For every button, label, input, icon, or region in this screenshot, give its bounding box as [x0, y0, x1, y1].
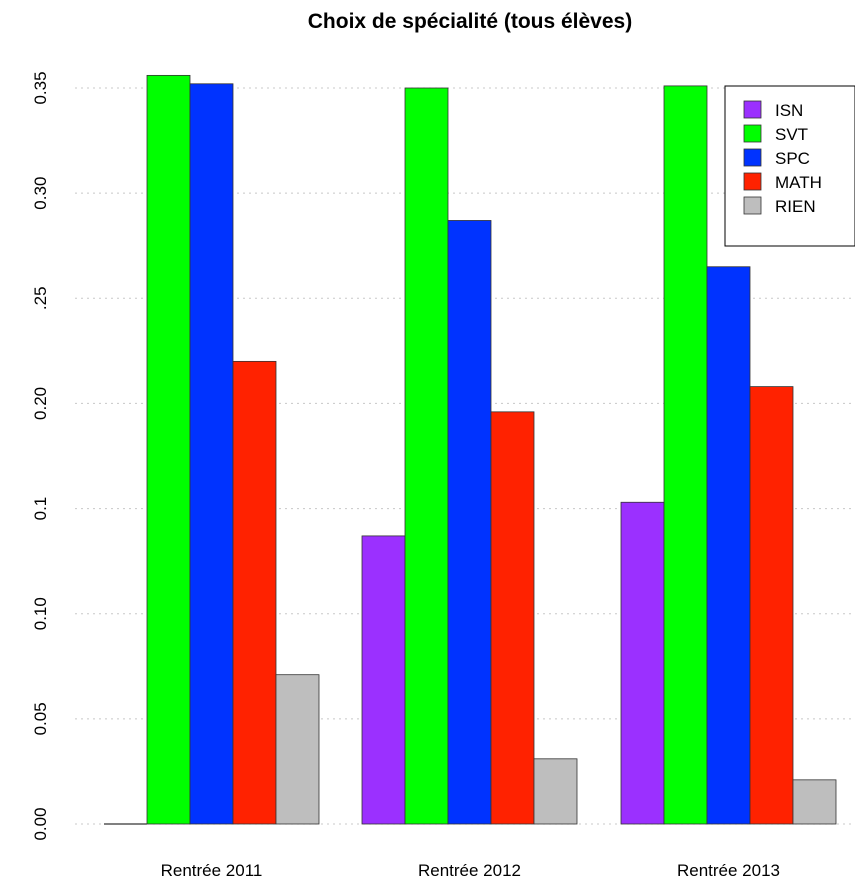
legend-swatch-isn: [743, 100, 762, 119]
bars: [104, 74, 837, 825]
x-category-label: Rentrée 2012: [418, 861, 521, 880]
y-tick-label: 0.1: [31, 497, 50, 521]
bar-spc: [447, 220, 492, 825]
bar-math: [749, 386, 794, 825]
legend-swatch-svt: [743, 124, 762, 143]
y-tick-label: 0.35: [31, 71, 50, 104]
chart-title: Choix de spécialité (tous élèves): [308, 10, 632, 33]
bar-math: [490, 411, 535, 825]
bar-rien: [792, 779, 837, 825]
x-category-label: Rentrée 2011: [161, 861, 263, 880]
bar-svt: [146, 74, 191, 825]
legend-swatch-math: [743, 172, 762, 191]
bar-svt: [663, 85, 708, 825]
y-tick-label: .25: [31, 286, 50, 310]
legend-label-rien: RIEN: [775, 197, 816, 216]
legend-swatch-rien: [743, 196, 762, 215]
bar-rien: [275, 674, 320, 825]
legend-label-isn: ISN: [775, 101, 803, 120]
x-axis: Rentrée 2011 Rentrée 2012 Rentrée 2013: [161, 861, 780, 880]
legend-label-svt: SVT: [775, 125, 808, 144]
legend: ISN SVT SPC MATH RIEN: [724, 85, 855, 247]
bar-math: [232, 360, 277, 825]
legend-label-spc: SPC: [775, 149, 810, 168]
bar-spc: [706, 266, 751, 825]
x-category-label: Rentrée 2013: [677, 861, 780, 880]
bar-rien: [533, 758, 578, 825]
bar-isn: [620, 501, 665, 825]
y-tick-label: 0.20: [31, 387, 50, 420]
y-tick-label: 0.10: [31, 597, 50, 630]
y-tick-label: 0.05: [31, 702, 50, 735]
bar-svt: [404, 87, 449, 825]
y-tick-label: 0.00: [31, 807, 50, 840]
bar-spc: [189, 83, 234, 825]
legend-swatch-spc: [743, 148, 762, 167]
legend-label-math: MATH: [775, 173, 822, 192]
bar-isn: [361, 535, 406, 825]
y-tick-label: 0.30: [31, 177, 50, 210]
y-axis: 0.00 0.05 0.10 0.1 0.20 .25 0.30 0.35: [31, 71, 50, 840]
